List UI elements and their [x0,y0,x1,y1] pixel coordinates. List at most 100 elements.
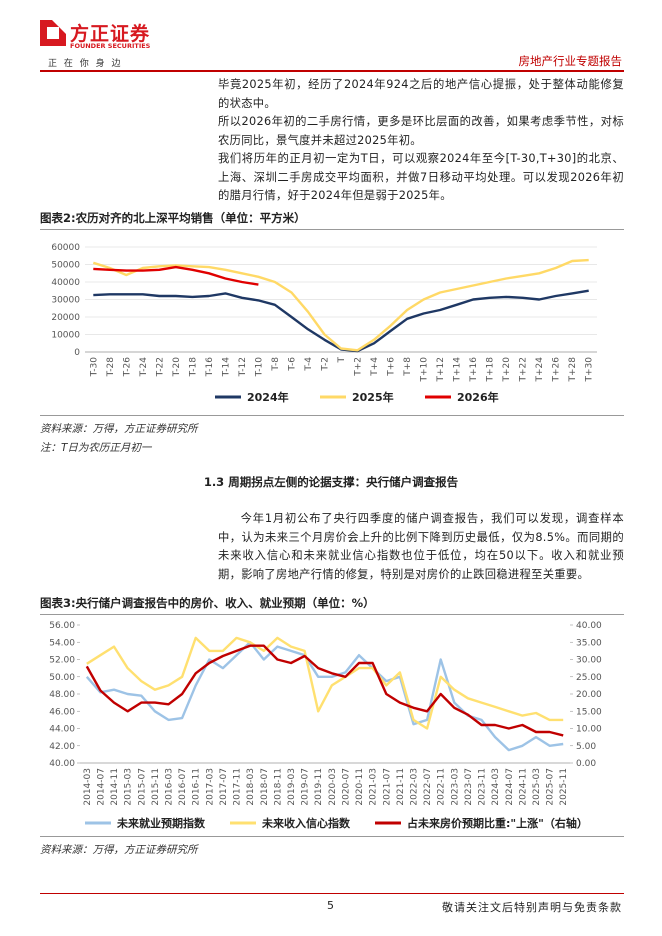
page-number: 5 [327,899,334,912]
series-line [93,265,259,286]
x-tick-label: T-12 [238,357,248,377]
x-tick-label: T-24 [139,357,149,378]
x-tick-label: 2016-03 [164,768,174,806]
y-tick-label: 46.00 [49,707,75,717]
x-tick-label: 2018-03 [246,768,256,806]
x-tick-label: T+20 [502,357,512,383]
y-tick-label: 60000 [51,243,80,253]
y2-tick-label: 20.00 [576,690,602,700]
rule [40,415,624,416]
x-tick-label: T-2 [320,357,330,372]
y-tick-label: 40.00 [49,759,75,769]
x-tick-label: T+24 [535,357,545,383]
x-tick-label: T+4 [370,357,380,377]
chart: 0 10000 20000 30000 40000 50000 60000 T-30 T-28 T… [51,243,597,404]
x-tick-label: T+14 [453,357,463,383]
x-tick-label: 2023-03 [450,768,460,806]
x-tick-label: T-18 [188,357,198,378]
y-tick-label: 0 [74,348,80,358]
x-tick-label: 2024-03 [491,768,501,806]
x-tick-label: 2025-07 [546,768,556,806]
x-tick-label: 2018-07 [260,768,270,806]
x-tick-label: 2023-07 [464,768,474,806]
x-tick-label: T-14 [221,357,231,378]
x-tick-label: 2019-03 [287,768,297,806]
x-tick-label: 2021-11 [396,768,406,806]
legend-label: 占未来房价预期比重:"上涨"（右轴） [407,816,588,830]
x-tick-label: 2020-11 [355,768,365,806]
paragraph: 今年1月初公布了央行四季度的储户调查报告，我们可以发现，调查样本中，认为未来三个… [218,512,624,581]
y-tick-label: 44.00 [49,725,75,735]
x-tick-label: 2014-11 [110,768,120,806]
x-tick-label: T+8 [403,357,413,377]
x-tick-label: 2022-03 [409,768,419,806]
x-tick-label: 2016-11 [192,768,202,806]
paragraph: 我们将历年的正月初一定为T日，可以观察2024年至今[T-30,T+30]的北京… [218,152,624,202]
y-tick-label: 52.00 [49,656,75,666]
x-tick-label: T+26 [552,357,562,383]
x-tick-label: 2019-11 [314,768,324,806]
x-tick-label: 2023-11 [478,768,488,806]
legend-label: 2026年 [457,390,499,404]
x-tick-label: T-22 [155,357,165,377]
y2-tick-label: 35.00 [576,638,602,648]
x-tick-label: T+18 [486,357,496,383]
logo-en: FOUNDER SECURITIES [70,42,151,50]
x-tick-label: 2020-07 [341,768,351,806]
chart-title: 图表3:央行储户调查报告中的房价、收入、就业预期（单位：%） [40,595,624,615]
y-tick-label: 56.00 [49,621,75,631]
chart: 40.00 42.00 44.00 46.00 48.00 50.00 52.00 54.00… [49,621,602,830]
legend-label: 未来就业预期指数 [116,816,206,830]
header-rule [40,70,624,72]
paragraph: 毕竟2025年初，经历了2024年924之后的地产信心提振，处于整体动能修复的状… [218,78,624,110]
x-tick-label: T [337,357,347,364]
legend-label: 2024年 [247,390,289,404]
disclaimer: 敬请关注文后特别声明与免责条款 [442,901,622,914]
x-tick-label: 2021-03 [369,768,379,806]
x-tick-label: T-4 [304,357,314,372]
x-tick-label: T+22 [519,357,529,383]
series-line [85,644,564,737]
x-tick-label: 2024-11 [518,768,528,806]
y-tick-label: 48.00 [49,690,75,700]
x-tick-label: T+30 [585,357,595,383]
slogan: 正 在 你 身 边 [48,59,123,69]
x-tick-label: 2016-07 [178,768,188,806]
chart-title: 图表2:农历对齐的北上深平均销售（单位：平方米） [40,210,624,230]
y-tick-label: 10000 [51,331,80,341]
legend-label: 2025年 [352,390,394,404]
y2-tick-label: 10.00 [576,725,602,735]
x-tick-label: T+6 [387,357,397,377]
series-line [86,636,564,730]
source: 资料来源：万得，方正证券研究所 [40,423,198,435]
x-tick-label: T-28 [106,357,116,378]
x-tick-label: 2015-07 [137,768,147,806]
x-tick-label: 2022-11 [437,768,447,806]
x-tick-label: T-26 [122,357,132,378]
x-tick-label: 2024-07 [505,768,515,806]
note: 注：T日为农历正月初一 [40,442,152,454]
y2-tick-label: 0.00 [576,759,596,769]
x-tick-label: 2017-03 [205,768,215,806]
x-tick-label: 2014-03 [83,768,93,806]
y-tick-label: 40000 [51,278,80,288]
paragraph: 所以2026年初的二手房行情，更多是环比层面的改善，如果考虑季节性，对标农历同比… [218,115,624,147]
y2-tick-label: 40.00 [576,621,602,631]
y-tick-label: 54.00 [49,638,75,648]
x-tick-label: T+10 [420,357,430,383]
x-tick-label: 2015-03 [124,768,134,806]
series-line [85,641,564,752]
x-tick-label: T-16 [205,357,215,378]
x-tick-label: T-20 [172,357,182,378]
x-tick-label: T-8 [271,357,281,372]
legend-label: 未来收入信心指数 [261,816,351,830]
y2-tick-label: 15.00 [576,707,602,717]
x-tick-label: 2017-07 [219,768,229,806]
x-tick-label: 2022-07 [423,768,433,806]
y-tick-label: 42.00 [49,742,75,752]
section-heading: 1.3 周期拐点左侧的论据支撑：央行储户调查报告 [203,475,459,489]
y-tick-label: 20000 [51,313,80,323]
y-tick-label: 30000 [51,296,80,306]
x-tick-label: 2015-11 [151,768,161,806]
